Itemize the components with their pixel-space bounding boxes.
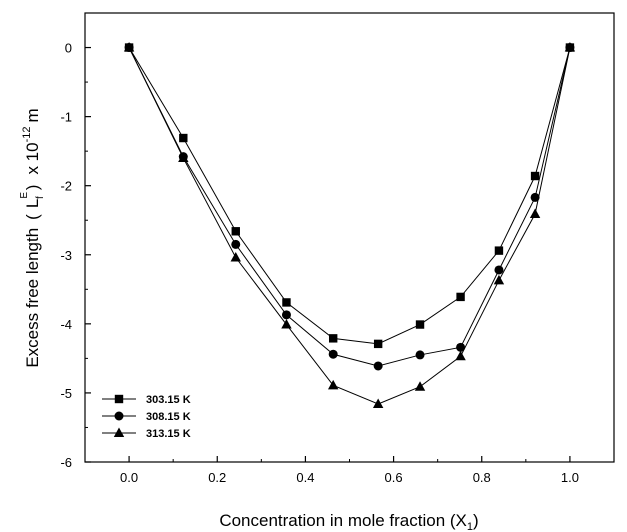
data-point-square xyxy=(179,133,188,143)
data-point-circle xyxy=(456,342,466,352)
x-tick-label: 0.0 xyxy=(120,470,138,485)
data-point-triangle xyxy=(230,252,241,262)
legend-label: 313.15 K xyxy=(146,428,191,440)
data-point-square xyxy=(328,334,338,343)
data-point-triangle xyxy=(564,42,576,52)
y-tick-label: -1 xyxy=(60,110,72,125)
y-tick-label: -4 xyxy=(60,317,72,332)
data-point-circle xyxy=(231,239,241,249)
x-tick-label: 0.8 xyxy=(473,470,491,485)
y-tick-label: -2 xyxy=(60,179,72,194)
series-square xyxy=(124,43,575,349)
y-axis-title-superscript: E xyxy=(19,192,30,199)
data-point-square xyxy=(282,298,291,307)
legend-marker-circle xyxy=(114,411,124,421)
series-line xyxy=(128,47,571,367)
x-tick-label: 0.4 xyxy=(296,470,314,485)
y-axis-title-unit: m xyxy=(23,108,42,122)
y-tick-label: -6 xyxy=(60,455,72,470)
y-axis-title-symbol: L xyxy=(23,199,42,208)
data-point-triangle xyxy=(123,42,135,52)
data-point-triangle xyxy=(455,350,466,361)
y-axis: 0 -1 -2 -3 -4 -5 -6 xyxy=(60,41,91,470)
series-line xyxy=(128,47,571,405)
y-tick-label: 0 xyxy=(65,41,72,56)
y-axis-title-open: ( xyxy=(23,214,42,220)
y-axis-title-unit-exponent: -12 xyxy=(21,127,33,143)
legend-label: 308.15 K xyxy=(146,411,191,423)
data-point-circle xyxy=(415,350,425,360)
data-point-square xyxy=(456,292,465,302)
x-axis-title-close: ) xyxy=(473,511,479,530)
data-point-triangle xyxy=(493,274,505,285)
data-point-triangle xyxy=(372,398,384,408)
data-point-square xyxy=(415,320,425,329)
legend-marker-square xyxy=(114,394,124,404)
data-point-circle xyxy=(530,192,540,202)
y-axis-title-close: ) xyxy=(23,185,42,191)
data-point-square xyxy=(373,339,383,349)
data-point-triangle xyxy=(178,152,189,163)
series-circle xyxy=(124,43,575,371)
y-tick-label: -3 xyxy=(60,248,72,263)
data-point-circle xyxy=(494,265,504,275)
data-point-triangle xyxy=(414,381,426,391)
y-axis-title-unit-prefix: x 10 xyxy=(23,142,42,174)
legend-item: 313.15 K xyxy=(102,427,191,440)
series-line xyxy=(128,47,571,345)
data-point-square xyxy=(231,227,240,236)
y-tick-label: -5 xyxy=(60,386,72,401)
x-tick-label: 0.6 xyxy=(385,470,403,485)
data-point-triangle xyxy=(529,208,541,219)
minor-ticks xyxy=(85,81,527,462)
x-axis-title: Concentration in mole fraction (X1) xyxy=(219,511,478,532)
legend: 303.15 K 308.15 K 313.15 K xyxy=(102,394,191,440)
data-point-square xyxy=(494,246,504,255)
x-tick-label: 0.2 xyxy=(208,470,226,485)
x-axis-title-subscript: 1 xyxy=(467,521,473,532)
series-triangle xyxy=(123,42,576,408)
data-point-triangle xyxy=(327,379,339,390)
y-axis-title: Excess free length ( LE f) x 10-12 m xyxy=(19,108,46,367)
legend-label: 303.15 K xyxy=(146,394,191,406)
x-axis-title-text: Concentration in mole fraction (X xyxy=(219,511,467,530)
data-point-triangle xyxy=(281,319,292,329)
legend-marker-triangle xyxy=(113,427,125,437)
data-point-circle xyxy=(328,349,338,359)
y-axis-title-subscript: f xyxy=(35,196,46,199)
data-point-circle xyxy=(373,361,383,371)
x-tick-label: 1.0 xyxy=(561,470,579,485)
y-axis-title-text: Excess free length xyxy=(23,228,42,368)
series-layer xyxy=(123,42,576,408)
legend-item: 308.15 K xyxy=(102,411,191,423)
data-point-square xyxy=(530,171,540,181)
data-point-circle xyxy=(281,310,291,320)
legend-item: 303.15 K xyxy=(102,394,191,406)
x-axis: 0.0 0.2 0.4 0.6 0.8 1.0 xyxy=(120,456,579,485)
